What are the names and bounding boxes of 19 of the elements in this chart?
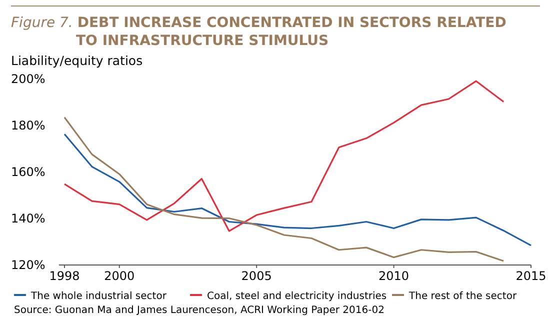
x-tick-label: 2015 <box>516 269 546 283</box>
y-tick-label: 160% <box>11 165 46 179</box>
legend-label: The whole industrial sector <box>30 291 168 302</box>
x-tick-label: 2010 <box>378 269 410 283</box>
line-series <box>64 116 504 262</box>
legend-label: The rest of the sector <box>408 291 518 302</box>
y-tick-label: 140% <box>11 212 46 226</box>
y-tick-label: 180% <box>11 118 46 132</box>
x-tick-label: 2005 <box>241 269 272 283</box>
x-tick-label: 1998 <box>49 269 80 283</box>
legend-label: Coal, steel and electricity industries <box>207 291 387 302</box>
chart-title: Figure 7. DEBT INCREASE CONCENTRATED IN SECTORS RELATED TO INFRASTRUCTURE STIMULUS <box>11 15 506 49</box>
y-axis-title: Liability/equity ratios <box>11 53 143 68</box>
line-series <box>64 80 504 232</box>
source-note: Source: Guonan Ma and James Laurenceson, ACRI Working Paper 2016-02 <box>14 305 384 316</box>
y-tick-label: 200% <box>11 72 46 86</box>
x-tick-label: 2000 <box>104 269 135 283</box>
line-series <box>64 133 532 246</box>
y-tick-label: 120% <box>11 258 46 272</box>
